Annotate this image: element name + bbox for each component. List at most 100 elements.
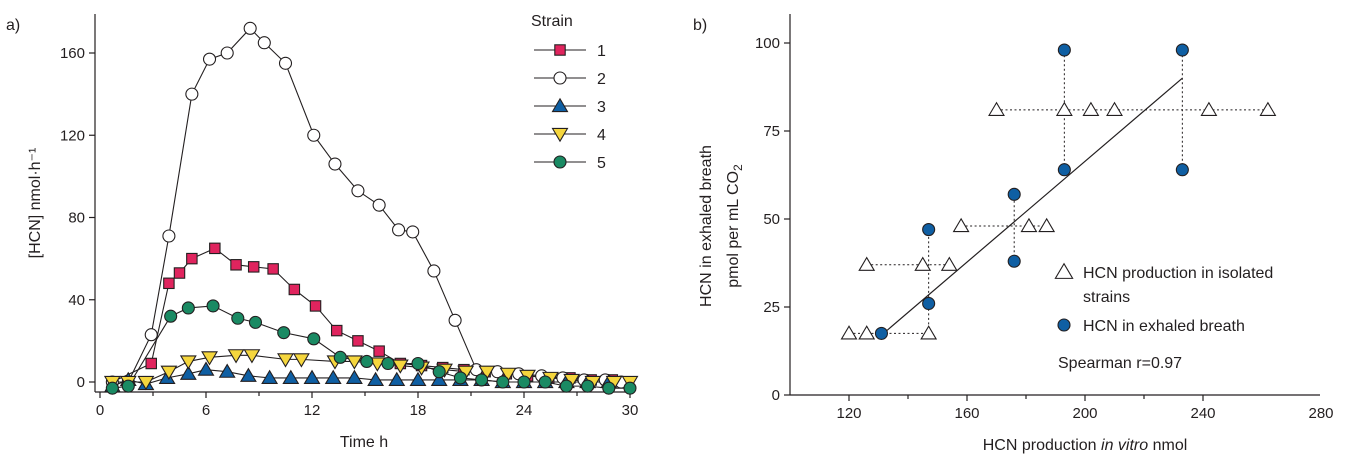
- series-2-point: [185, 87, 199, 101]
- series-3-point: [179, 365, 197, 380]
- legend-label-4: 4: [597, 127, 606, 144]
- series-5-point: [231, 311, 245, 325]
- series-5-point: [559, 379, 573, 393]
- series-2-point: [278, 56, 293, 70]
- series-5-point: [432, 365, 446, 379]
- series-4-point: [277, 353, 294, 368]
- legend-title: Strain: [531, 13, 573, 30]
- series-3-point: [430, 371, 448, 387]
- series-1-point: [330, 324, 343, 337]
- legend-label-1: 1: [597, 43, 606, 60]
- regression-line: [881, 77, 1183, 336]
- x-tick-label: 280: [1308, 405, 1333, 422]
- series-2-point: [162, 229, 176, 243]
- series-5-point: [538, 375, 552, 389]
- series-1-point: [267, 263, 279, 275]
- isolated-strain-triangle: [940, 256, 958, 271]
- panel-a-series-markers: [103, 21, 639, 395]
- panel-b-legend: HCN production in isolated strains HCN in …: [1054, 262, 1273, 335]
- y-axis-title-line2: pmol per mL CO2: [725, 164, 745, 288]
- isolated-strain-triangle: [1020, 217, 1038, 233]
- legend-marker-isolated-strains: [1054, 262, 1074, 279]
- series-5-point: [248, 315, 263, 329]
- panel-a-legend: Strain 1 2 3 4 5: [531, 13, 606, 172]
- exhaled-breath-dot: [1007, 254, 1021, 268]
- series-4-point: [137, 375, 155, 391]
- legend-marker-1: [554, 44, 566, 56]
- series-1-point: [373, 345, 385, 357]
- x-tick-label: 120: [836, 405, 861, 422]
- isolated-strain-triangle: [1082, 101, 1100, 116]
- series-3-point: [367, 371, 385, 387]
- series-5-point: [411, 356, 425, 371]
- series-5-point: [333, 350, 347, 364]
- isolated-strain-triangle: [1106, 101, 1123, 116]
- series-4-point: [201, 351, 218, 366]
- series-3-point: [158, 369, 176, 384]
- x-tick-label: 6: [202, 402, 210, 419]
- x-axis-title-italic: in vitro: [1101, 437, 1148, 454]
- panel-b-axes: 0 25 50 75 100 120 160 200 240 280 HCN production …: [698, 14, 1334, 454]
- y-axis-title-text: pmol per mL CO: [725, 171, 742, 288]
- series-3-point: [282, 369, 300, 384]
- legend-label-3: 3: [597, 99, 606, 116]
- panel-b-label: b): [693, 17, 707, 34]
- y-tick-label: 120: [60, 127, 85, 144]
- series-2-point: [372, 198, 386, 212]
- x-tick-label: 30: [622, 402, 639, 419]
- legend-marker-3: [551, 97, 569, 113]
- x-tick-label: 24: [516, 402, 533, 419]
- series-5-point: [164, 309, 178, 323]
- series-2-point: [220, 46, 234, 60]
- series-5-point: [517, 375, 531, 389]
- x-tick-label: 12: [304, 402, 321, 419]
- panel-b-correlation-chart: b) 0 25 50 75 100 120 160 200 240 280 HCN producti…: [693, 14, 1334, 454]
- series-5-point: [181, 301, 195, 315]
- series-2-point: [257, 36, 271, 50]
- y-tick-label: 25: [763, 299, 780, 316]
- y-tick-label: 75: [763, 123, 780, 140]
- y-tick-label: 0: [772, 387, 780, 404]
- legend-label-5: 5: [597, 155, 606, 172]
- series-5-point: [121, 379, 135, 393]
- series-2-line: [112, 27, 622, 383]
- series-3-point: [261, 369, 279, 384]
- series-2-point: [427, 264, 441, 278]
- y-tick-label: 80: [68, 210, 85, 227]
- legend-label-isolated-strains-line1: HCN production in isolated: [1083, 265, 1273, 282]
- isolated-strain-triangle: [920, 325, 938, 340]
- y-tick-label: 50: [763, 211, 780, 228]
- series-5-point: [475, 373, 489, 387]
- series-2-point: [448, 313, 462, 327]
- series-1-point: [173, 267, 186, 279]
- isolated-strain-triangle: [988, 101, 1005, 116]
- exhaled-breath-dot: [1057, 163, 1071, 177]
- series-2-point: [202, 52, 217, 66]
- x-tick-label: 18: [410, 402, 427, 419]
- legend-label-isolated-strains-line2: strains: [1083, 289, 1130, 306]
- series-4-point: [368, 357, 386, 372]
- series-5-point: [206, 299, 220, 313]
- exhaled-breath-dot: [1175, 43, 1189, 57]
- x-tick-label: 240: [1190, 405, 1215, 422]
- isolated-strain-triangle: [1200, 101, 1218, 116]
- series-4-point: [227, 349, 245, 364]
- series-2-point: [406, 225, 420, 239]
- exhaled-breath-dot: [1057, 43, 1071, 57]
- panel-b-regression-line: [881, 77, 1183, 336]
- x-tick-label: 160: [954, 405, 979, 422]
- x-axis-title-part: nmol: [1148, 437, 1187, 454]
- series-5-point: [381, 356, 395, 371]
- panel-b-dotted-connectors: [849, 50, 1268, 334]
- legend-label-exhaled-breath: HCN in exhaled breath: [1083, 318, 1245, 335]
- y-tick-label: 40: [68, 292, 85, 309]
- isolated-strain-triangle: [858, 325, 876, 340]
- series-2-point: [144, 328, 158, 342]
- isolated-strain-triangle: [1038, 217, 1056, 233]
- isolated-strain-triangle: [952, 217, 970, 233]
- legend-marker-4: [551, 127, 569, 143]
- series-4-point: [179, 355, 197, 370]
- series-5-point: [581, 379, 595, 393]
